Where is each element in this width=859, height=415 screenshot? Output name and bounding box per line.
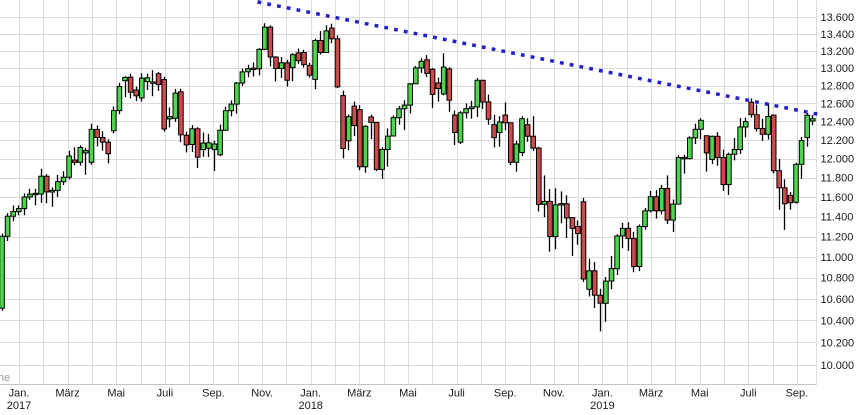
svg-text:10.600: 10.600 — [821, 294, 855, 306]
svg-text:13.000: 13.000 — [821, 63, 855, 75]
svg-text:10.400: 10.400 — [821, 315, 855, 327]
svg-text:Juli: Juli — [448, 388, 465, 400]
svg-text:2019: 2019 — [590, 400, 614, 410]
svg-text:Sep.: Sep. — [494, 388, 517, 400]
svg-text:Sep.: Sep. — [786, 388, 809, 400]
svg-text:2018: 2018 — [298, 400, 322, 410]
svg-text:Nov.: Nov. — [251, 388, 273, 400]
svg-text:März: März — [55, 388, 79, 400]
svg-text:13.200: 13.200 — [821, 46, 855, 58]
svg-text:12.000: 12.000 — [821, 154, 855, 166]
svg-text:12.800: 12.800 — [821, 81, 855, 93]
svg-text:Jan.: Jan. — [300, 388, 321, 400]
svg-text:10.000: 10.000 — [821, 360, 855, 372]
svg-text:13.400: 13.400 — [821, 29, 855, 41]
svg-text:11.000: 11.000 — [821, 252, 854, 264]
svg-text:12.400: 12.400 — [821, 117, 855, 129]
svg-text:12.600: 12.600 — [821, 98, 855, 110]
svg-text:März: März — [347, 388, 371, 400]
svg-text:Jan.: Jan. — [9, 388, 30, 400]
svg-text:Mai: Mai — [107, 388, 125, 400]
svg-text:10.800: 10.800 — [821, 273, 855, 285]
svg-text:11.400: 11.400 — [821, 212, 854, 224]
svg-text:11.200: 11.200 — [821, 232, 854, 244]
svg-text:13.600: 13.600 — [821, 12, 855, 24]
svg-text:11.800: 11.800 — [821, 173, 854, 185]
svg-text:Mai: Mai — [691, 388, 709, 400]
svg-text:Jan.: Jan. — [592, 388, 613, 400]
svg-text:12.200: 12.200 — [821, 135, 855, 147]
svg-text:Sep.: Sep. — [202, 388, 225, 400]
svg-text:Juli: Juli — [740, 388, 757, 400]
svg-text:Mai: Mai — [399, 388, 417, 400]
svg-text:2017: 2017 — [7, 400, 31, 410]
svg-text:Juli: Juli — [157, 388, 174, 400]
svg-text:ne: ne — [0, 372, 10, 384]
svg-text:März: März — [639, 388, 663, 400]
svg-text:Nov.: Nov. — [543, 388, 565, 400]
svg-text:10.200: 10.200 — [821, 337, 855, 349]
svg-text:11.600: 11.600 — [821, 192, 854, 204]
